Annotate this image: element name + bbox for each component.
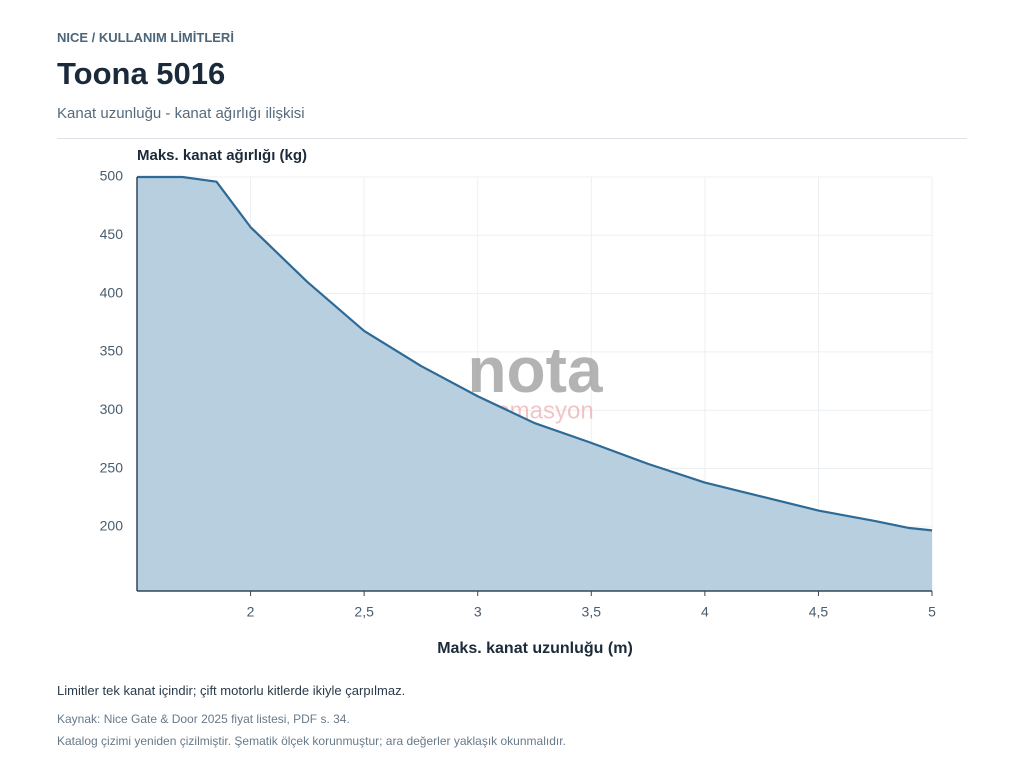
disclaimer: Katalog çizimi yeniden çizilmiştir. Şema… bbox=[57, 734, 566, 748]
y-tick-label: 450 bbox=[100, 226, 124, 242]
divider bbox=[57, 138, 967, 139]
area-line bbox=[137, 175, 933, 532]
x-tick-label: 3,5 bbox=[582, 604, 602, 620]
y-tick-label: 200 bbox=[100, 518, 124, 534]
title: Toona 5016 bbox=[57, 56, 226, 91]
y-tick-label: 500 bbox=[100, 168, 124, 184]
eyebrow: NICE / KULLANIM LİMİTLERİ bbox=[57, 30, 234, 45]
y-tick-label: 350 bbox=[100, 343, 124, 359]
footnote: Limitler tek kanat içindir; çift motorlu… bbox=[57, 683, 406, 698]
y-axis-title: Maks. kanat ağırlığı (kg) bbox=[137, 147, 307, 164]
x-tick-label: 2,5 bbox=[354, 604, 374, 620]
x-tick-label: 2 bbox=[247, 604, 255, 620]
x-tick-label: 5 bbox=[928, 604, 936, 620]
y-tick-label: 300 bbox=[100, 401, 124, 417]
x-tick-label: 3 bbox=[474, 604, 482, 620]
y-tick-label: 250 bbox=[100, 459, 124, 475]
x-axis-title: Maks. kanat uzunluğu (m) bbox=[437, 640, 633, 657]
x-tick-label: 4 bbox=[701, 604, 709, 620]
subtitle: Kanat uzunluğu - kanat ağırlığı ilişkisi bbox=[57, 105, 305, 122]
area-fill bbox=[137, 177, 932, 591]
x-tick-label: 4,5 bbox=[809, 604, 829, 620]
watermark: nota bbox=[467, 334, 603, 406]
source: Kaynak: Nice Gate & Door 2025 fiyat list… bbox=[57, 712, 350, 726]
y-tick-label: 400 bbox=[100, 284, 124, 300]
chart: Maks. kanat ağırlığı (kg) Maks. kanat uz… bbox=[100, 147, 936, 657]
